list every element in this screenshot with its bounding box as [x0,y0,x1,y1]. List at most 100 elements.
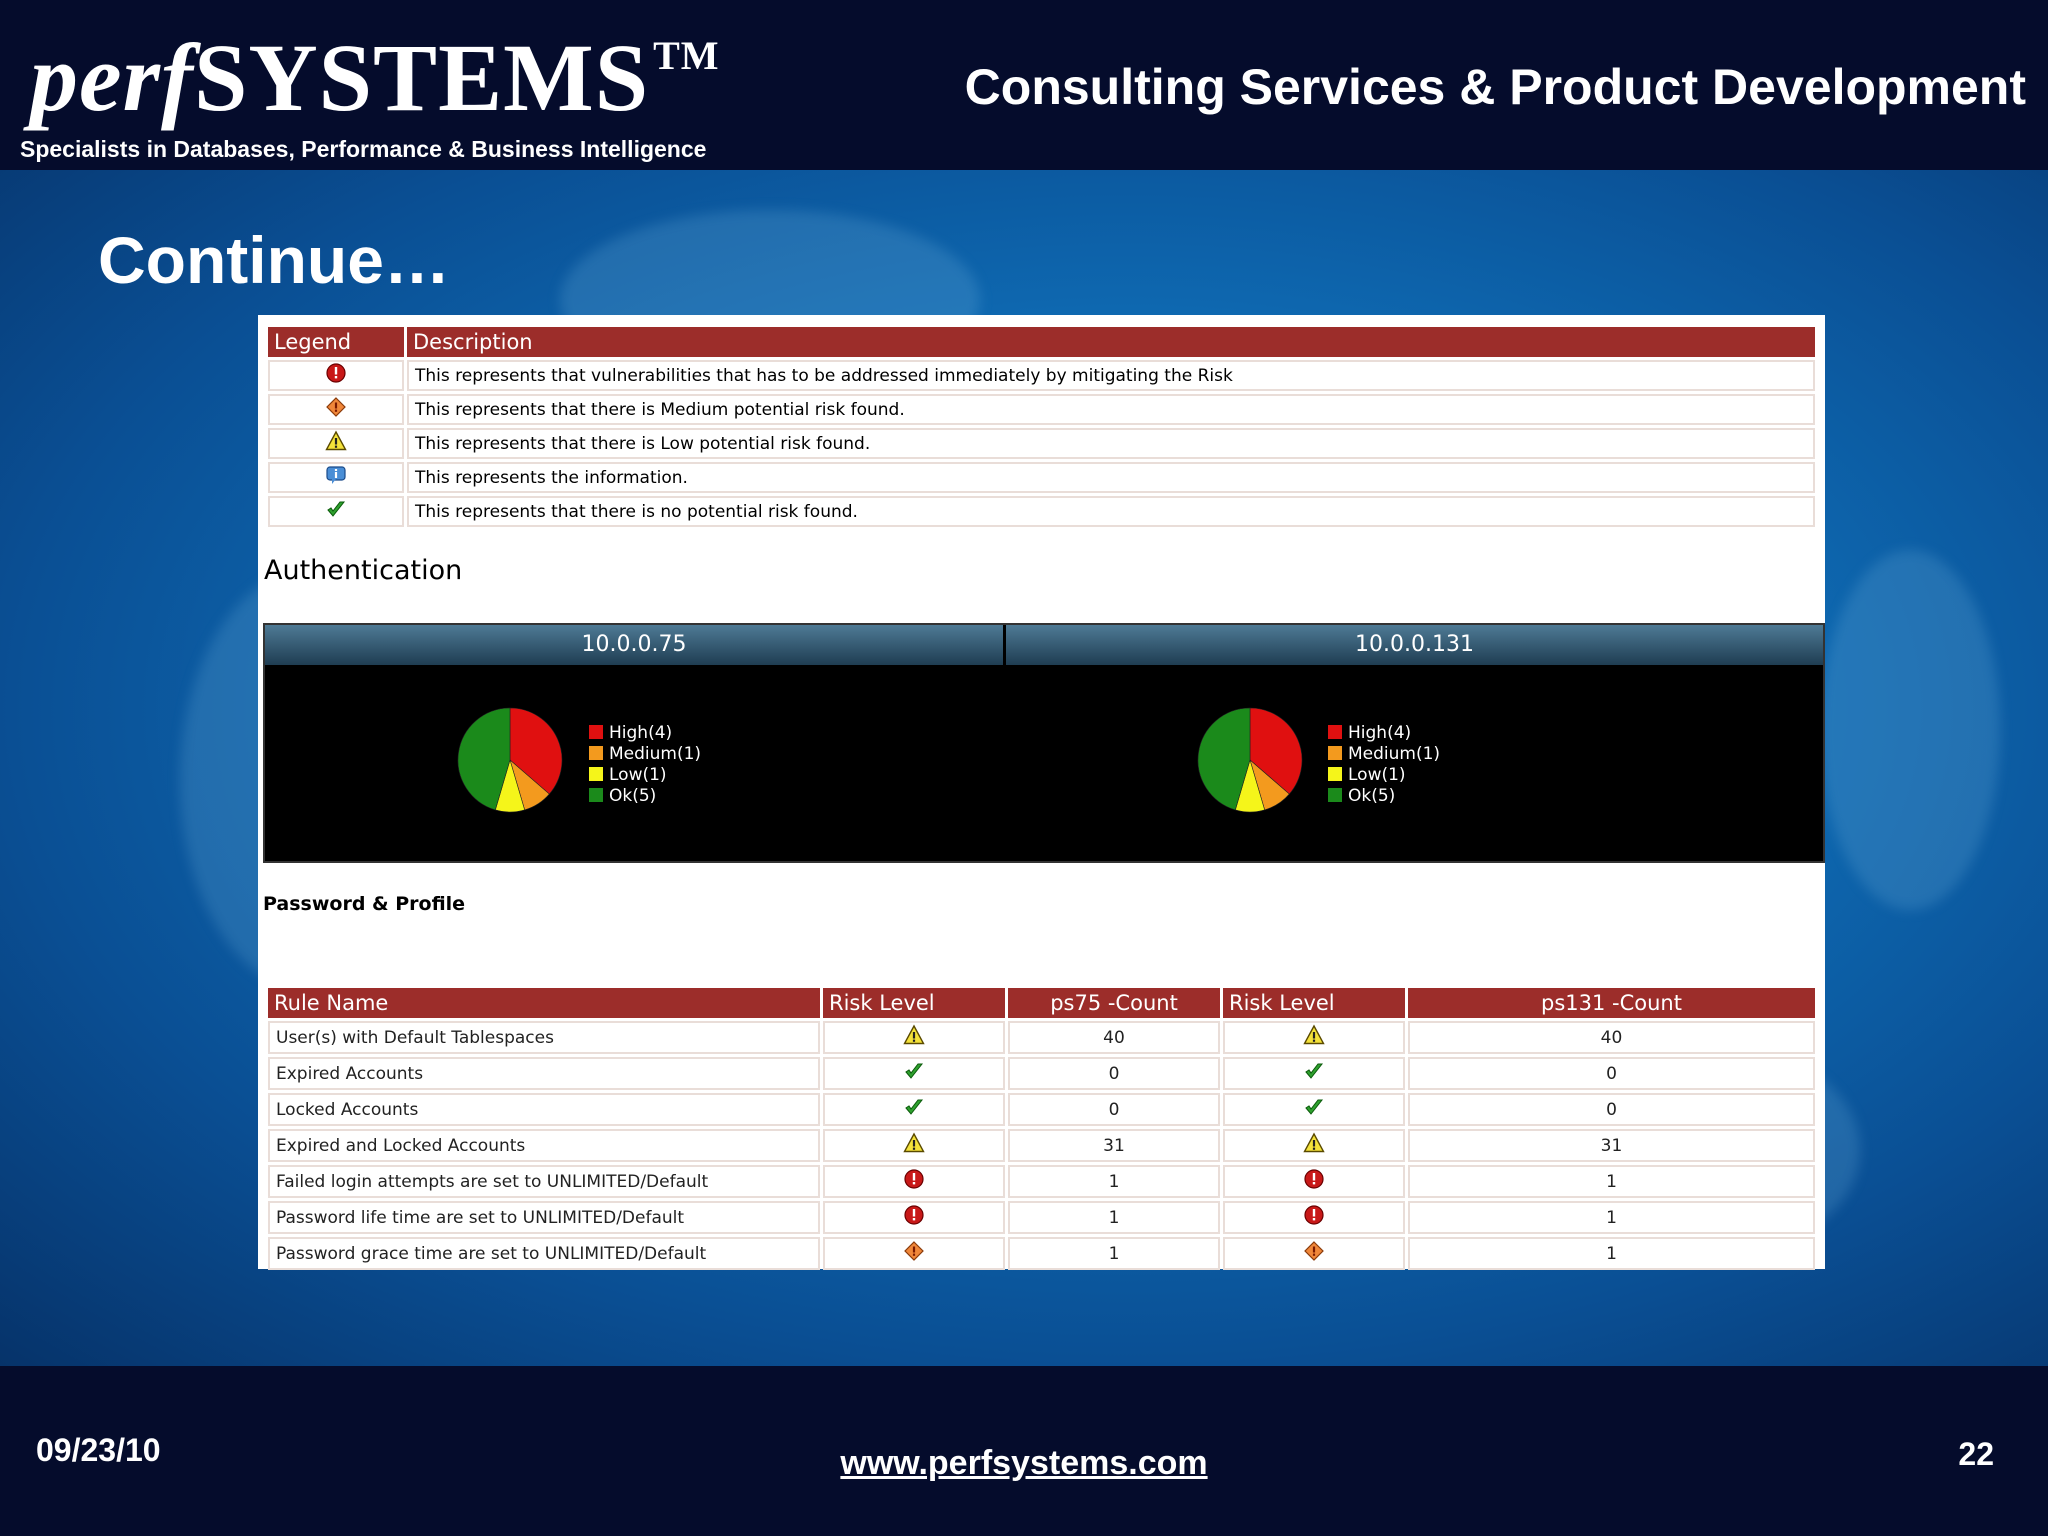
legend-description: This represents that there is Medium pot… [407,394,1815,425]
authentication-charts: 10.0.0.75 10.0.0.131 High(4) Medium(1) Low… [263,623,1825,863]
legend-swatch [1328,746,1342,760]
rule-name: Expired and Locked Accounts [268,1129,820,1162]
info-icon [325,464,347,486]
legend-swatch [589,767,603,781]
high-risk-icon [903,1168,925,1190]
ok-icon [1303,1060,1325,1082]
legend-label: Ok(5) [609,786,657,806]
pie-slice-high [1249,707,1303,795]
low-risk-icon [903,1024,925,1046]
count-131: 31 [1408,1129,1815,1162]
count-131: 0 [1408,1093,1815,1126]
pie-legend-75: High(4) Medium(1) Low(1) Ok(5) [589,723,701,807]
legend-swatch [589,788,603,802]
count-131: 0 [1408,1057,1815,1090]
pie-svg [457,707,563,813]
medium-risk-icon [325,396,347,418]
count-75: 1 [1008,1237,1220,1270]
low-risk-icon [1303,1132,1325,1154]
company-tagline: Specialists in Databases, Performance & … [20,136,707,162]
slide-footer: 09/23/10 www.perfsystems.com 22 [0,1366,2048,1536]
pie-slice-ok [457,707,511,811]
legend-description: This represents that vulnerabilities tha… [407,360,1815,391]
legend-table: Legend Description This represents that … [265,324,1818,530]
legend-description: This represents the information. [407,462,1815,493]
rule-name: Password grace time are set to UNLIMITED… [268,1237,820,1270]
company-logo: perfSYSTEMS TM [30,24,720,131]
rule-row: User(s) with Default Tablespaces 40 40 [268,1021,1815,1054]
pie-legend-item: High(4) [589,723,701,744]
pie-legend-131: High(4) Medium(1) Low(1) Ok(5) [1328,723,1440,807]
rule-row: Password grace time are set to UNLIMITED… [268,1237,1815,1270]
count-75: 0 [1008,1093,1220,1126]
rule-name: Locked Accounts [268,1093,820,1126]
description-column-header: Description [407,327,1815,357]
pie-legend-item: Ok(5) [1328,786,1440,807]
password-profile-heading: Password & Profile [263,893,466,915]
rule-row: Expired and Locked Accounts 31 31 [268,1129,1815,1162]
count-131: 1 [1408,1165,1815,1198]
slide-title: Continue… [98,223,450,297]
low-risk-icon [1303,1024,1325,1046]
legend-row: This represents the information. [268,462,1815,493]
host-header-131: 10.0.0.131 [1006,625,1823,665]
pie-slice-high [509,707,563,795]
legend-row: This represents that there is Low potent… [268,428,1815,459]
legend-swatch [1328,767,1342,781]
legend-swatch [589,725,603,739]
high-risk-icon [903,1204,925,1226]
password-profile-table: Rule Name Risk Level ps75 -Count Risk Le… [265,985,1818,1273]
rule-row: Expired Accounts 0 0 [268,1057,1815,1090]
medium-risk-icon [903,1240,925,1262]
legend-swatch [1328,788,1342,802]
pie-chart-75 [455,705,565,815]
host-header-75: 10.0.0.75 [265,625,1003,665]
high-risk-icon [1303,1168,1325,1190]
risk-level-header-131: Risk Level [1223,988,1405,1018]
legend-label: Low(1) [1348,765,1406,785]
footer-website-link[interactable]: www.perfsystems.com [840,1444,1208,1482]
pie-svg [1197,707,1303,813]
rule-row: Failed login attempts are set to UNLIMIT… [268,1165,1815,1198]
ok-icon [325,498,347,520]
rule-name: User(s) with Default Tablespaces [268,1021,820,1054]
report-screenshot: Legend Description This represents that … [258,315,1825,1270]
low-risk-icon [903,1132,925,1154]
rule-name: Password life time are set to UNLIMITED/… [268,1201,820,1234]
ok-icon [903,1060,925,1082]
pie-legend-item: Low(1) [1328,765,1440,786]
legend-row: This represents that there is no potenti… [268,496,1815,527]
count-75: 1 [1008,1201,1220,1234]
legend-header-row: Legend Description [268,327,1815,357]
high-risk-icon [1303,1204,1325,1226]
count-131: 1 [1408,1237,1815,1270]
slide-header: perfSYSTEMS TM Specialists in Databases, … [0,0,2048,170]
legend-label: Ok(5) [1348,786,1396,806]
legend-label: Medium(1) [1348,744,1441,764]
count-header-131: ps131 -Count [1408,988,1815,1018]
low-risk-icon [325,430,347,452]
legend-label: Low(1) [609,765,667,785]
count-header-75: ps75 -Count [1008,988,1220,1018]
count-131: 1 [1408,1201,1815,1234]
pie-legend-item: Medium(1) [589,744,701,765]
legend-column-header: Legend [268,327,404,357]
legend-description: This represents that there is Low potent… [407,428,1815,459]
legend-label: High(4) [1348,723,1412,743]
pie-slice-ok [1197,707,1251,811]
pie-legend-item: Medium(1) [1328,744,1440,765]
rule-name: Failed login attempts are set to UNLIMIT… [268,1165,820,1198]
legend-label: High(4) [609,723,673,743]
medium-risk-icon [1303,1240,1325,1262]
rule-name: Expired Accounts [268,1057,820,1090]
rule-row: Password life time are set to UNLIMITED/… [268,1201,1815,1234]
rules-header-row: Rule Name Risk Level ps75 -Count Risk Le… [268,988,1815,1018]
authentication-heading: Authentication [264,555,463,586]
pie-legend-item: High(4) [1328,723,1440,744]
count-131: 40 [1408,1021,1815,1054]
pie-legend-item: Ok(5) [589,786,701,807]
ok-icon [903,1096,925,1118]
high-risk-icon [325,362,347,384]
page-number: 22 [1958,1436,1994,1472]
rule-row: Locked Accounts 0 0 [268,1093,1815,1126]
